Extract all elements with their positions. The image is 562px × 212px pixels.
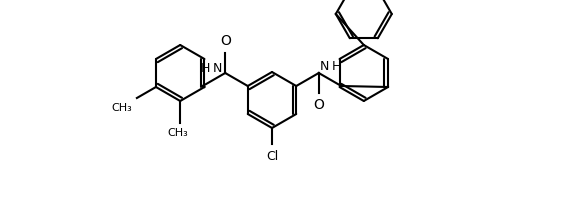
Text: CH₃: CH₃	[168, 128, 189, 138]
Text: O: O	[220, 34, 230, 48]
Text: O: O	[314, 98, 324, 112]
Text: H: H	[332, 60, 341, 74]
Text: CH₃: CH₃	[111, 103, 132, 113]
Text: N: N	[213, 63, 223, 75]
Text: H: H	[201, 63, 210, 75]
Text: N: N	[320, 60, 329, 74]
Text: Cl: Cl	[266, 150, 278, 163]
